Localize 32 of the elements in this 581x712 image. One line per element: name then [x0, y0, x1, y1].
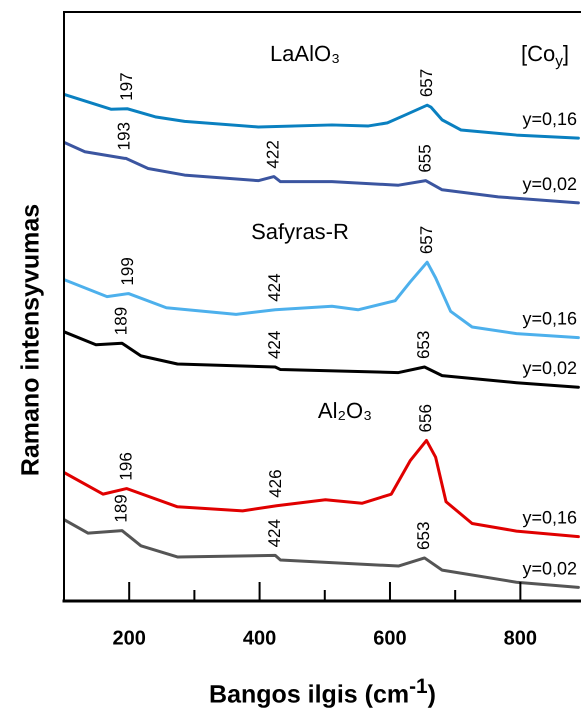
annotation: 653 [414, 330, 434, 360]
x-axis-title: Bangos ilgis (cm$^{-1}$) [208, 675, 437, 710]
annotation: 422 [264, 140, 283, 169]
series-label: y=0,02 [522, 174, 577, 194]
annotation: 657 [416, 68, 436, 98]
annotation: 424 [264, 273, 284, 302]
y-axis-title: Ramano intensyvumas [16, 204, 46, 476]
x-tick-label: 200 [112, 628, 146, 650]
annotation: 189 [112, 494, 131, 523]
annotation: 193 [114, 122, 134, 150]
x-tick-label: 600 [373, 628, 407, 650]
annotation: 197 [116, 72, 136, 101]
annotation: 426 [266, 469, 286, 498]
series-label: y=0,02 [522, 358, 577, 378]
annotation: 653 [414, 522, 434, 550]
annotation: 424 [264, 330, 284, 360]
annotation: 189 [112, 306, 131, 336]
x-tick-label: 400 [242, 628, 276, 650]
series-label: y=0,16 [522, 109, 577, 130]
annotation: 655 [416, 144, 435, 173]
series-label: y=0,02 [522, 558, 577, 578]
annotation: 657 [416, 226, 436, 254]
text: LaAlO₃ [270, 41, 340, 66]
series-label: y=0,16 [522, 308, 577, 329]
annotation: Al₂O₃ [318, 398, 372, 424]
series-label: y=0,16 [522, 508, 577, 528]
x-tick-label: 800 [504, 628, 538, 650]
annotation: 424 [264, 519, 284, 548]
annotation: Safyras-R [251, 219, 349, 244]
annotation: 656 [416, 404, 436, 432]
annotation: 199 [118, 257, 138, 286]
annotation: 196 [116, 452, 136, 481]
